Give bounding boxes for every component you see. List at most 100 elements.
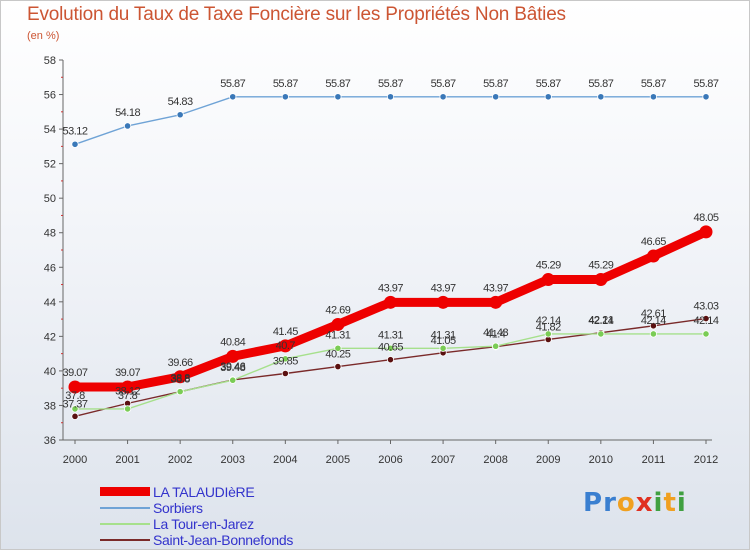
legend-label: Saint-Jean-Bonnefonds: [153, 532, 294, 548]
x-tick-label: 2010: [589, 454, 613, 466]
data-point: [439, 93, 447, 101]
data-point: [71, 412, 79, 420]
x-tick-label: 2004: [273, 454, 297, 466]
data-label: 43.03: [693, 301, 718, 313]
data-label: 43.97: [378, 282, 403, 294]
x-tick-label: 2003: [221, 454, 245, 466]
data-label: 42.14: [588, 315, 613, 327]
legend-label: La Tour-en-Jarez: [153, 516, 254, 532]
x-tick-label: 2011: [642, 454, 666, 466]
data-label: 41.05: [431, 335, 456, 347]
data-label: 39.46: [220, 361, 245, 373]
data-point: [649, 93, 658, 101]
x-tick-label: 2002: [168, 454, 192, 466]
data-label: 41.31: [378, 329, 403, 341]
data-label: 43.97: [483, 282, 508, 294]
data-label: 55.87: [641, 78, 666, 90]
data-point: [436, 295, 450, 309]
data-point: [281, 355, 289, 363]
y-tick-label: 44: [44, 297, 56, 309]
data-label: 55.87: [273, 78, 298, 90]
data-label: 41.4: [486, 329, 506, 341]
x-tick-label: 2009: [536, 454, 560, 466]
data-point: [281, 93, 289, 101]
data-label: 37.37: [62, 398, 87, 410]
data-label: 40.65: [378, 342, 403, 354]
data-point: [334, 362, 342, 371]
y-tick-label: 56: [44, 90, 56, 102]
data-point: [229, 376, 237, 384]
y-tick-label: 46: [44, 262, 56, 274]
data-label: 42.69: [325, 304, 350, 316]
logo-letter: x: [635, 488, 654, 518]
data-label: 42.14: [693, 315, 718, 327]
data-point: [594, 273, 608, 287]
y-tick-label: 40: [44, 366, 56, 378]
data-label: 39.66: [168, 357, 193, 369]
data-label: 40.84: [220, 336, 245, 348]
y-tick-label: 58: [44, 55, 56, 67]
data-label: 39.07: [62, 367, 87, 379]
data-label: 39.07: [115, 367, 140, 379]
logo-letter: t: [663, 488, 677, 518]
data-label: 55.87: [536, 78, 561, 90]
data-point: [176, 111, 184, 119]
x-tick-label: 2012: [694, 454, 718, 466]
data-point: [71, 140, 79, 148]
data-label: 42.14: [641, 315, 666, 327]
data-label: 39.48: [220, 362, 245, 374]
x-tick-label: 2008: [483, 454, 507, 466]
data-point: [597, 330, 605, 338]
data-point: [702, 330, 710, 338]
y-tick-label: 42: [44, 331, 56, 343]
data-point: [649, 330, 658, 338]
data-point: [278, 339, 292, 353]
data-label: 40.7: [276, 340, 296, 352]
y-tick-label: 48: [44, 228, 56, 240]
x-tick-label: 2005: [326, 454, 350, 466]
data-label: 55.87: [378, 78, 403, 90]
data-point: [71, 405, 79, 413]
data-point: [121, 380, 135, 394]
data-label: 45.29: [588, 260, 613, 272]
data-point: [229, 93, 237, 101]
data-label: 55.87: [431, 78, 456, 90]
logo-letter: P: [583, 488, 604, 518]
proxiti-logo: Proxiti: [583, 488, 687, 518]
data-point: [386, 356, 395, 364]
chart-title: Evolution du Taux de Taxe Foncière sur l…: [27, 4, 566, 25]
data-point: [702, 314, 710, 323]
data-point: [176, 388, 184, 396]
data-label: 38.8: [170, 374, 190, 386]
data-label: 45.29: [536, 260, 561, 272]
data-point: [492, 93, 500, 101]
data-label: 41.31: [325, 329, 350, 341]
unit-label: (en %): [27, 30, 60, 42]
data-point: [281, 369, 289, 378]
data-point: [68, 380, 82, 394]
data-label: 41.82: [536, 321, 561, 333]
data-label: 55.87: [220, 78, 245, 90]
data-point: [384, 295, 397, 309]
data-point: [386, 93, 395, 101]
x-tick-label: 2000: [63, 454, 87, 466]
data-point: [702, 93, 710, 101]
data-label: 55.87: [483, 78, 508, 90]
data-point: [646, 249, 660, 263]
y-tick-label: 54: [44, 124, 56, 136]
data-point: [226, 349, 240, 363]
data-label: 55.87: [588, 78, 613, 90]
data-label: 55.87: [325, 78, 350, 90]
data-point: [544, 330, 552, 338]
data-label: 42.21: [588, 315, 613, 327]
data-point: [334, 344, 342, 352]
data-label: 41.31: [431, 329, 456, 341]
data-label: 38.8: [170, 373, 190, 385]
legend-swatch: [100, 487, 150, 496]
data-label: 54.18: [115, 107, 140, 119]
data-point: [699, 225, 713, 239]
logo-letter: i: [653, 488, 664, 518]
x-tick-label: 2001: [115, 454, 139, 466]
data-label: 55.87: [693, 78, 718, 90]
data-label: 41.45: [273, 326, 298, 338]
